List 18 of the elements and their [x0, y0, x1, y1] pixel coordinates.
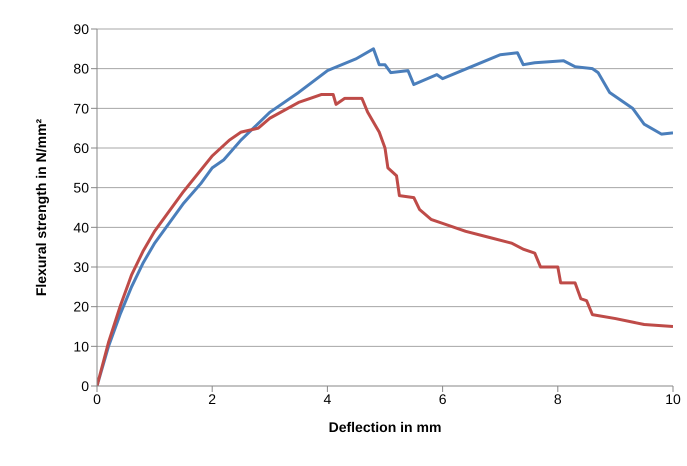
- x-tick-label: 6: [438, 390, 447, 407]
- x-tick-label: 2: [208, 390, 216, 407]
- y-tick-label: 60: [73, 140, 90, 156]
- y-tick-label: 70: [73, 100, 90, 116]
- y-tick-label: 0: [81, 378, 90, 394]
- y-axis-title: Flexural strength in N/mm²: [32, 118, 49, 296]
- x-tick-label: 8: [554, 390, 562, 407]
- y-tick-label: 40: [73, 219, 90, 236]
- y-tick-label: 90: [73, 20, 90, 37]
- x-tick-label: 10: [665, 390, 681, 407]
- x-tick-label: 4: [324, 390, 332, 407]
- y-tick-label: 50: [73, 180, 90, 196]
- y-tick-label: 30: [73, 258, 90, 275]
- y-tick-label: 10: [73, 338, 90, 354]
- y-tick-label: 20: [73, 298, 90, 315]
- x-tick-label: 0: [93, 390, 102, 407]
- y-tick-label: 80: [73, 60, 90, 77]
- x-axis-title: Deflection in mm: [328, 419, 442, 435]
